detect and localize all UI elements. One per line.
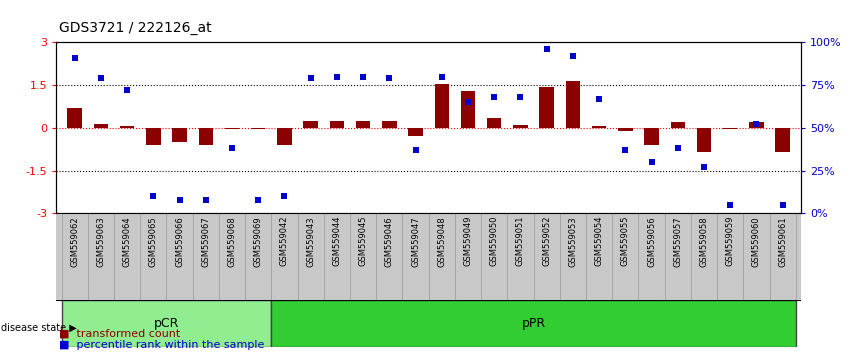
Point bbox=[120, 87, 134, 93]
Point bbox=[750, 122, 764, 127]
Bar bbox=[146, 128, 160, 145]
Text: GSM559065: GSM559065 bbox=[149, 216, 158, 267]
Point bbox=[566, 53, 580, 59]
Text: GSM559057: GSM559057 bbox=[673, 216, 682, 267]
Point bbox=[644, 159, 658, 165]
Text: GSM559044: GSM559044 bbox=[333, 216, 341, 267]
Bar bbox=[198, 128, 213, 145]
Point bbox=[330, 74, 344, 80]
Bar bbox=[749, 122, 764, 128]
Text: disease state ▶: disease state ▶ bbox=[1, 322, 76, 332]
Text: GSM559067: GSM559067 bbox=[201, 216, 210, 267]
Point bbox=[304, 75, 318, 81]
Point bbox=[356, 74, 370, 80]
Text: GSM559043: GSM559043 bbox=[307, 216, 315, 267]
Point bbox=[225, 145, 239, 151]
Text: GSM559061: GSM559061 bbox=[779, 216, 787, 267]
Bar bbox=[356, 121, 371, 128]
Text: GSM559045: GSM559045 bbox=[359, 216, 367, 267]
Text: GSM559068: GSM559068 bbox=[228, 216, 236, 267]
Point bbox=[592, 96, 606, 102]
Point bbox=[697, 164, 711, 170]
Bar bbox=[435, 84, 449, 128]
Text: GSM559063: GSM559063 bbox=[96, 216, 106, 267]
Bar bbox=[618, 128, 632, 131]
Point bbox=[94, 75, 107, 81]
Text: GSM559049: GSM559049 bbox=[463, 216, 473, 267]
Text: GSM559042: GSM559042 bbox=[280, 216, 289, 267]
Text: pCR: pCR bbox=[154, 317, 179, 330]
Bar bbox=[592, 126, 606, 128]
Point bbox=[435, 74, 449, 80]
Bar bbox=[94, 124, 108, 128]
Point bbox=[199, 197, 213, 202]
Point bbox=[723, 202, 737, 208]
Bar bbox=[251, 128, 265, 129]
Bar bbox=[330, 121, 344, 128]
Text: GSM559060: GSM559060 bbox=[752, 216, 761, 267]
Text: GSM559046: GSM559046 bbox=[385, 216, 394, 267]
Point bbox=[277, 193, 291, 199]
Text: GSM559054: GSM559054 bbox=[595, 216, 604, 267]
Point bbox=[409, 147, 423, 153]
Text: GSM559047: GSM559047 bbox=[411, 216, 420, 267]
Point bbox=[383, 75, 397, 81]
Bar bbox=[382, 121, 397, 128]
Bar bbox=[461, 91, 475, 128]
Bar bbox=[409, 128, 423, 136]
Text: GSM559053: GSM559053 bbox=[568, 216, 578, 267]
Bar bbox=[670, 122, 685, 128]
Text: ■  percentile rank within the sample: ■ percentile rank within the sample bbox=[59, 340, 264, 350]
Point bbox=[618, 147, 632, 153]
Text: GDS3721 / 222126_at: GDS3721 / 222126_at bbox=[59, 21, 211, 35]
Bar bbox=[61, 300, 271, 347]
Point bbox=[540, 46, 553, 52]
Text: GSM559062: GSM559062 bbox=[70, 216, 79, 267]
Bar bbox=[225, 128, 239, 129]
Text: GSM559064: GSM559064 bbox=[123, 216, 132, 267]
Bar bbox=[277, 128, 292, 145]
Text: GSM559059: GSM559059 bbox=[726, 216, 734, 267]
Bar bbox=[120, 126, 134, 128]
Bar bbox=[540, 87, 554, 128]
Bar bbox=[514, 125, 527, 128]
Bar bbox=[303, 121, 318, 128]
Text: GSM559055: GSM559055 bbox=[621, 216, 630, 267]
Point bbox=[251, 197, 265, 202]
Text: ■  transformed count: ■ transformed count bbox=[59, 329, 180, 338]
Text: GSM559056: GSM559056 bbox=[647, 216, 656, 267]
Point bbox=[146, 193, 160, 199]
Point bbox=[671, 145, 685, 151]
Point bbox=[461, 99, 475, 105]
Bar bbox=[68, 108, 82, 128]
Bar bbox=[775, 128, 790, 152]
Point bbox=[68, 55, 81, 61]
Point bbox=[172, 197, 186, 202]
Bar bbox=[644, 128, 659, 145]
Point bbox=[776, 202, 790, 208]
Text: GSM559050: GSM559050 bbox=[490, 216, 499, 267]
Text: GSM559052: GSM559052 bbox=[542, 216, 551, 267]
Point bbox=[514, 94, 527, 100]
Text: GSM559058: GSM559058 bbox=[700, 216, 708, 267]
Text: GSM559069: GSM559069 bbox=[254, 216, 262, 267]
Bar bbox=[565, 81, 580, 128]
Point bbox=[488, 94, 501, 100]
Bar bbox=[723, 128, 738, 129]
Text: pPR: pPR bbox=[521, 317, 546, 330]
Text: GSM559051: GSM559051 bbox=[516, 216, 525, 267]
Bar bbox=[172, 128, 187, 142]
Bar bbox=[487, 118, 501, 128]
Text: GSM559066: GSM559066 bbox=[175, 216, 184, 267]
Bar bbox=[271, 300, 796, 347]
Bar bbox=[697, 128, 711, 152]
Text: GSM559048: GSM559048 bbox=[437, 216, 446, 267]
